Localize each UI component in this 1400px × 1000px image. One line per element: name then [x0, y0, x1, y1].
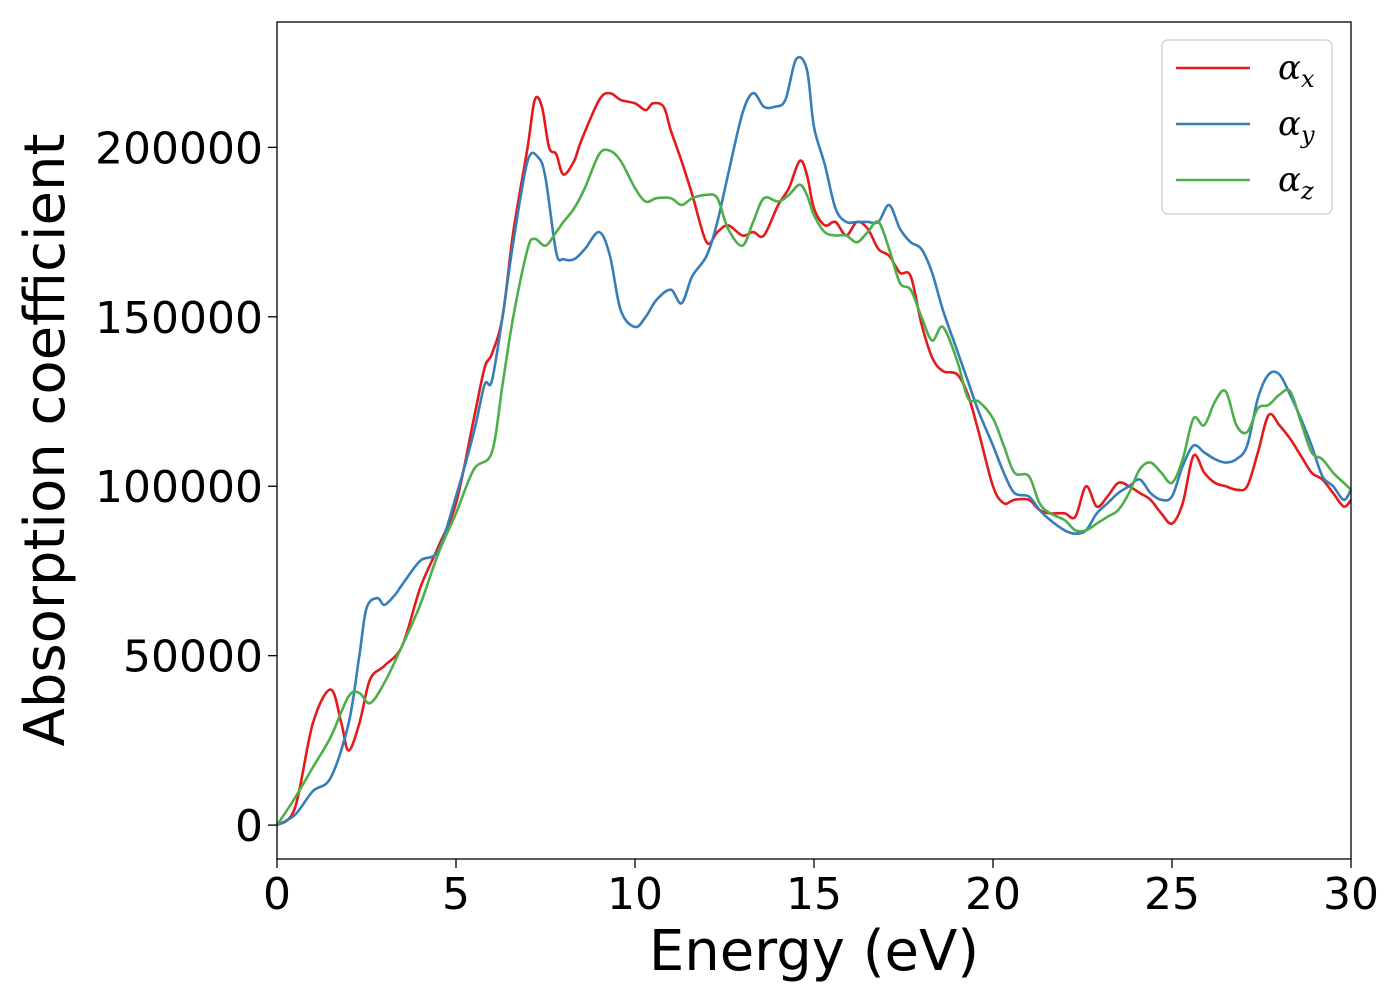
legend-symbol: α — [1278, 48, 1301, 88]
y-tick-label: 0 — [235, 801, 263, 852]
legend-label-z: αz — [1278, 160, 1314, 205]
legend-subscript: z — [1300, 177, 1314, 205]
y-tick-label: 50000 — [123, 632, 263, 683]
x-tick-label: 30 — [1323, 869, 1379, 920]
y-axis-label: Absorption coefficient — [13, 134, 78, 747]
legend-box — [1161, 39, 1333, 215]
x-axis: 0 5 10 15 20 25 30 — [263, 859, 1379, 920]
legend-symbol: α — [1278, 104, 1301, 144]
legend-subscript: y — [1300, 121, 1315, 149]
x-tick-label: 10 — [607, 869, 663, 920]
plot-lines — [275, 55, 1353, 827]
legend-label-x: αx — [1278, 48, 1315, 93]
x-tick-label: 25 — [1144, 869, 1200, 920]
y-tick-label: 100000 — [95, 462, 263, 513]
x-tick-label: 0 — [263, 869, 291, 920]
x-tick-label: 15 — [786, 869, 842, 920]
legend-symbol: α — [1278, 160, 1301, 200]
x-tick-label: 20 — [965, 869, 1021, 920]
legend-label-y: αy — [1278, 104, 1315, 149]
series-line-x — [276, 91, 1353, 827]
x-axis-label: Energy (eV) — [649, 919, 979, 984]
y-tick-label: 150000 — [95, 293, 263, 344]
series-line-y — [276, 55, 1353, 827]
series-line-z — [275, 148, 1352, 826]
y-tick-label: 200000 — [95, 123, 263, 174]
x-tick-label: 5 — [442, 869, 470, 920]
legend-subscript: x — [1301, 65, 1315, 93]
y-axis: 0 50000 100000 150000 200000 — [95, 123, 277, 852]
